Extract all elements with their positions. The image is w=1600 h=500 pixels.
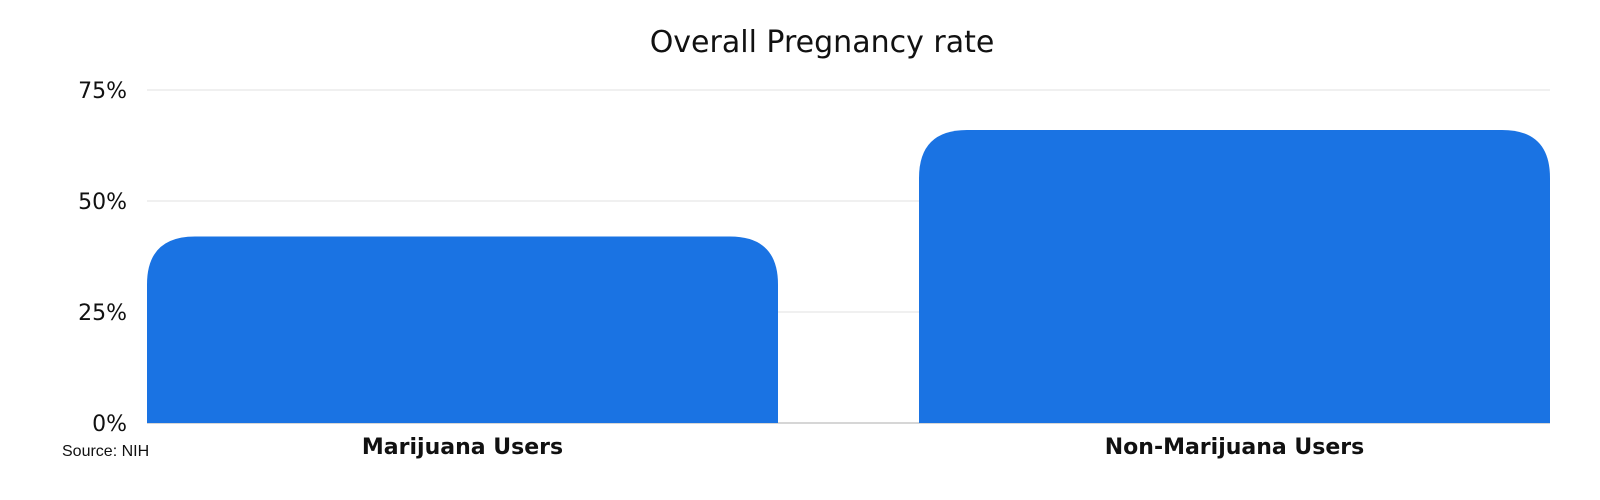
x-axis-labels: Marijuana Users Non-Marijuana Users — [362, 435, 1364, 460]
y-tick-label: 25% — [78, 301, 127, 326]
bars — [147, 129, 1550, 423]
y-tick-label: 75% — [78, 79, 127, 104]
x-tick-label: Marijuana Users — [362, 435, 563, 460]
y-tick-label: 50% — [78, 190, 127, 215]
y-axis-ticks: 0% 25% 50% 75% — [78, 79, 127, 437]
y-tick-label: 0% — [92, 412, 127, 437]
bar-marijuana-users — [147, 236, 778, 423]
chart-title: Overall Pregnancy rate — [650, 25, 995, 60]
x-tick-label: Non-Marijuana Users — [1105, 435, 1365, 460]
source-note: Source: NIH — [62, 443, 150, 460]
bar-non-marijuana-users — [919, 129, 1550, 423]
